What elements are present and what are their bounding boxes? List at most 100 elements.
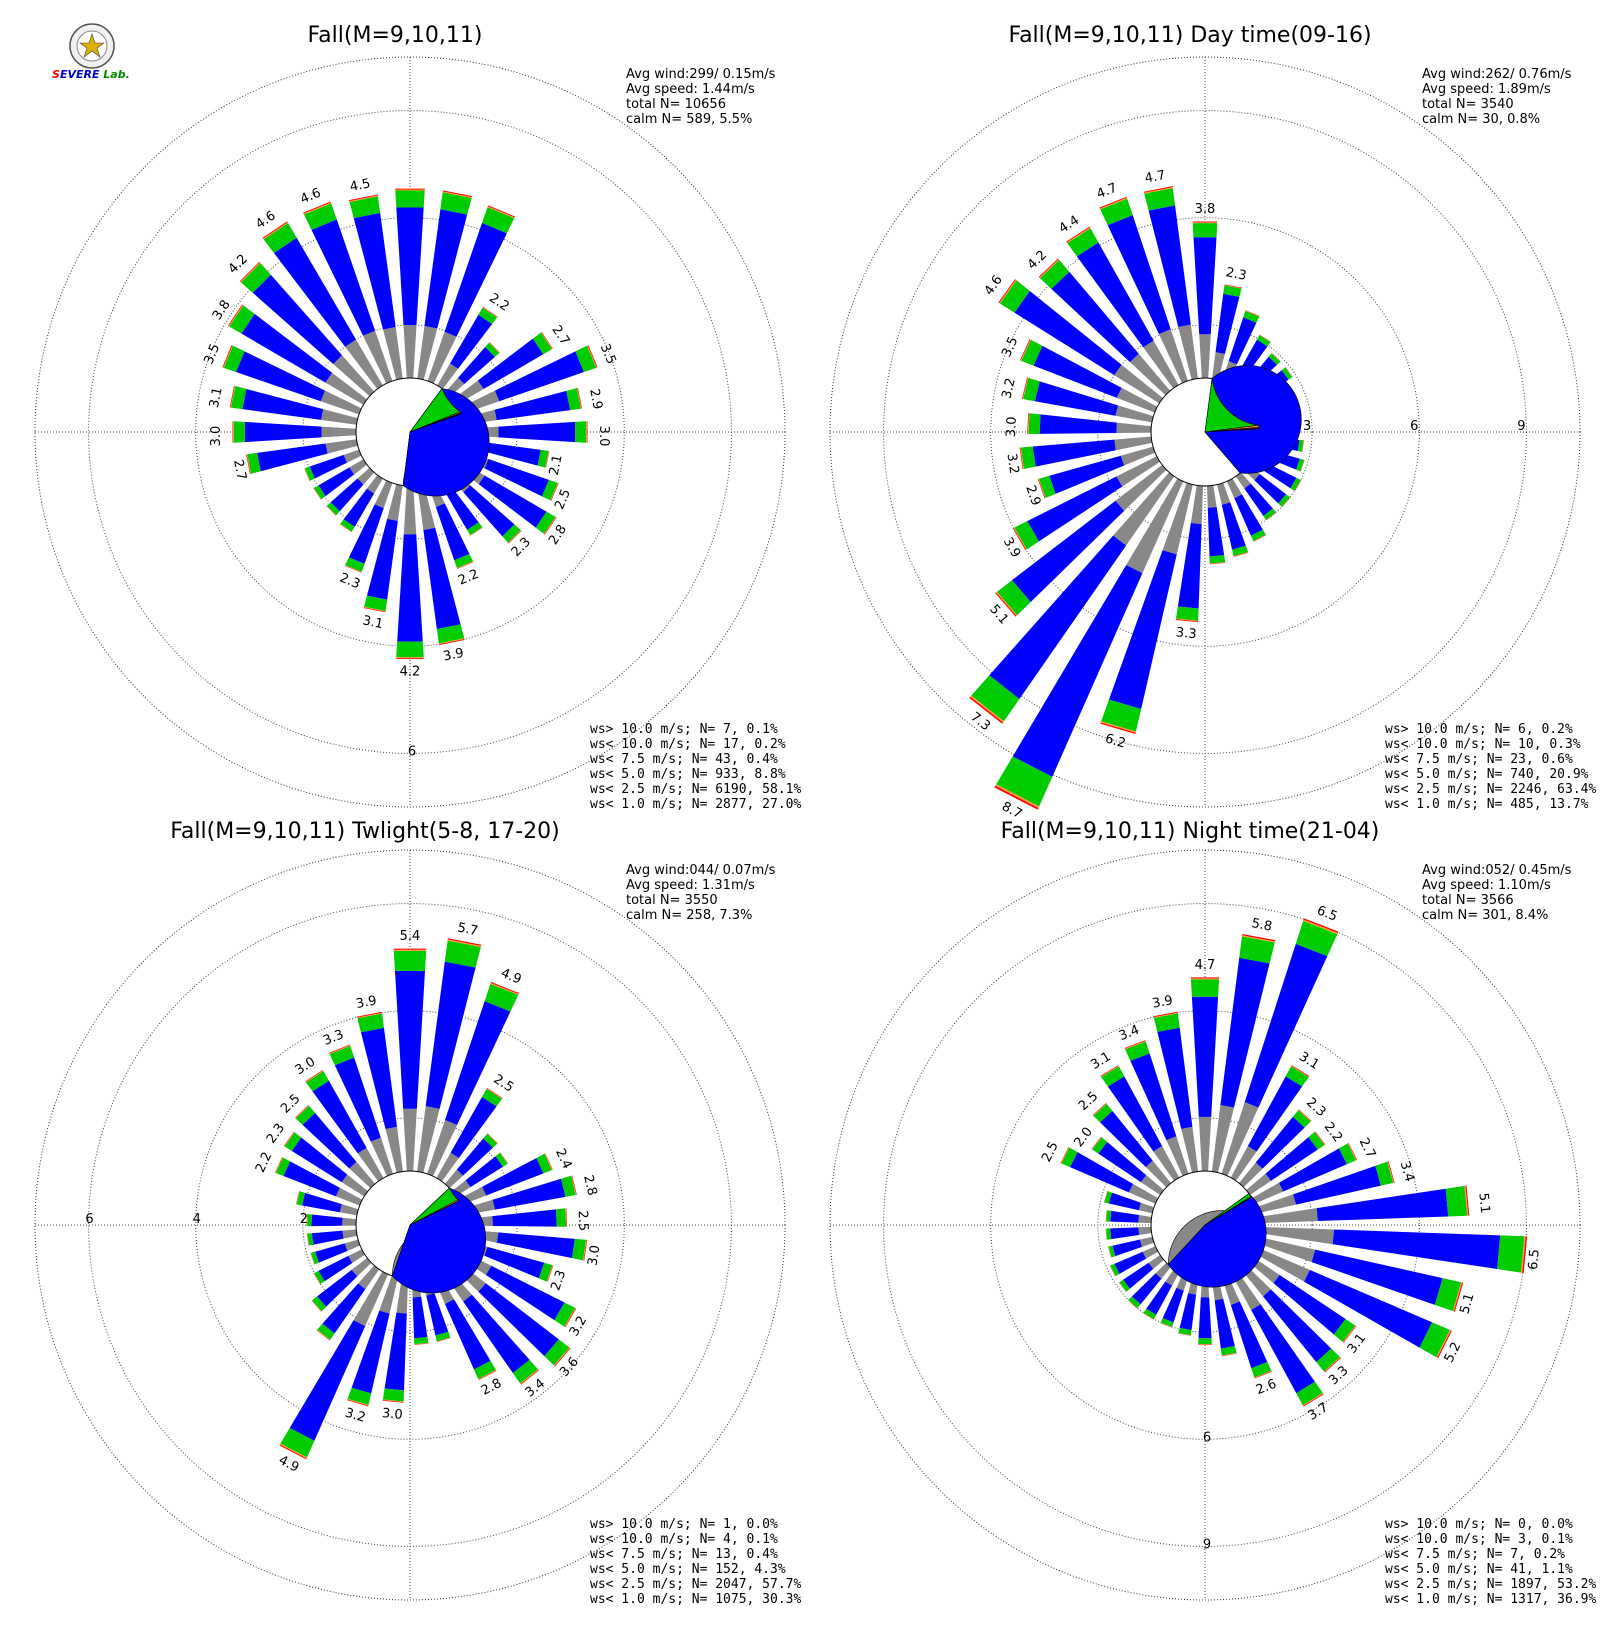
- bar-26-seg-2: [223, 345, 245, 373]
- bar-22-seg-4: [313, 1273, 321, 1285]
- bar-9-seg-1: [496, 1232, 575, 1259]
- bar-6-seg-2: [536, 1153, 552, 1174]
- bar-label-24: 3.2: [1003, 452, 1021, 475]
- bar-26-seg-0: [1138, 1215, 1152, 1224]
- bar-23-seg-3: [1038, 478, 1046, 499]
- legend-entry-2: ws< 7.5 m/s; N= 13, 0.4%: [590, 1547, 778, 1562]
- pie-slice-blue: [1167, 1193, 1267, 1288]
- bar-21-seg-1: [1011, 500, 1125, 602]
- bar-21-seg-3: [313, 488, 322, 500]
- bar-24-seg-1: [1032, 439, 1116, 467]
- bar-8-seg-0: [1258, 1208, 1318, 1224]
- bar-27-seg-0: [335, 1187, 363, 1206]
- bar-21-seg-2: [996, 580, 1031, 616]
- bar-23-seg-1: [1049, 455, 1125, 494]
- bar-4-seg-4: [487, 1133, 498, 1144]
- bar-11-seg-4: [1294, 480, 1302, 492]
- bar-label-8: 3.0: [596, 426, 611, 447]
- bar-13-seg-2: [1316, 1348, 1340, 1372]
- bar-12-seg-4: [1343, 1325, 1357, 1343]
- bar-27-seg-4: [1103, 1191, 1108, 1203]
- bar-17-seg-2: [1175, 606, 1199, 621]
- bar-20-seg-1: [322, 1283, 366, 1334]
- bar-5-seg-3: [1285, 367, 1293, 378]
- bar-18-seg-1: [1179, 1293, 1197, 1331]
- bar-15-seg-1: [1221, 502, 1246, 550]
- bar-31-seg-3: [349, 195, 378, 202]
- bar-25-seg-4: [1027, 413, 1029, 435]
- bar-2-seg-3: [490, 982, 519, 995]
- bar-19-seg-0: [353, 1271, 389, 1327]
- bar-17-seg-4: [1175, 619, 1199, 623]
- bar-label-0: 3.8: [1195, 202, 1216, 217]
- bar-label-17: 3.0: [381, 1406, 403, 1423]
- bar-1-seg-0: [1212, 352, 1225, 380]
- bar-30-seg-2: [1093, 1103, 1113, 1123]
- bar-label-6: 2.4: [552, 1146, 574, 1171]
- bar-27-seg-4: [227, 304, 243, 327]
- bar-9-seg-3: [1301, 440, 1304, 452]
- bar-0-seg-4: [1190, 977, 1220, 979]
- bar-10-seg-2: [1434, 1278, 1462, 1312]
- bar-25-seg-4: [229, 385, 235, 408]
- bar-32-seg-1: [1130, 1053, 1177, 1141]
- bar-23-seg-4: [246, 454, 251, 475]
- bar-3-seg-4: [1259, 334, 1271, 342]
- bar-24-seg-1: [311, 1230, 344, 1245]
- bar-22-seg-1: [1027, 476, 1123, 542]
- bar-5-seg-1: [465, 1156, 503, 1188]
- bar-28-seg-2: [284, 1132, 302, 1151]
- bar-26-seg-0: [339, 1204, 359, 1216]
- bar-3-seg-1: [450, 1096, 497, 1159]
- bar-17-seg-2: [382, 1388, 405, 1402]
- bar-21-seg-0: [1115, 464, 1167, 511]
- bar-19-seg-4: [339, 524, 352, 533]
- bar-32-seg-2: [1144, 188, 1176, 211]
- bar-25-seg-0: [320, 409, 358, 425]
- bar-label-16: 4.2: [400, 664, 421, 679]
- stat-line-1: Avg speed: 1.10m/s: [1422, 878, 1551, 893]
- bar-31-seg-1: [353, 212, 396, 330]
- bar-16-seg-3: [1209, 562, 1226, 564]
- bar-18-seg-3: [347, 1398, 369, 1406]
- ring-6: [990, 1010, 1420, 1440]
- bar-29-seg-0: [1140, 1175, 1164, 1195]
- bar-19-seg-2: [1160, 1318, 1174, 1327]
- stat-line-0: Avg wind:262/ 0.76m/s: [1422, 67, 1572, 82]
- legend-entry-0: ws> 10.0 m/s; N= 6, 0.2%: [1385, 722, 1573, 737]
- bar-14-seg-2: [1296, 1381, 1323, 1406]
- bar-1-seg-1: [425, 961, 476, 1109]
- bar-11-seg-1: [1304, 1269, 1433, 1348]
- legend-entry-2: ws< 7.5 m/s; N= 7, 0.2%: [1385, 1547, 1565, 1562]
- bar-2-seg-3: [1303, 919, 1338, 935]
- bar-20-seg-1: [989, 535, 1127, 699]
- bar-11-seg-3: [1294, 479, 1302, 492]
- bar-9-seg-1: [485, 442, 541, 466]
- bar-12-seg-4: [554, 1347, 571, 1367]
- bar-13-seg-4: [520, 1369, 539, 1385]
- bar-22-seg-2: [1014, 521, 1039, 550]
- bar-9-seg-4: [545, 450, 550, 468]
- legend-entry-0: ws> 10.0 m/s; N= 0, 0.0%: [1385, 1517, 1573, 1532]
- bar-22-seg-1: [309, 454, 347, 479]
- bar-11-seg-2: [1290, 477, 1301, 491]
- bar-11-seg-1: [1262, 462, 1297, 489]
- stat-line-3: calm N= 589, 5.5%: [626, 112, 752, 127]
- bar-15-seg-4: [1233, 552, 1249, 558]
- bar-31-seg-1: [1107, 1076, 1163, 1152]
- bar-29-seg-1: [273, 237, 356, 347]
- bar-31-seg-1: [334, 1057, 381, 1142]
- bar-31-seg-2: [1100, 198, 1133, 226]
- bar-6-seg-2: [575, 345, 597, 373]
- bar-7-seg-4: [1387, 1161, 1395, 1183]
- bar-20-seg-2: [326, 502, 340, 516]
- bar-15-seg-3: [1233, 552, 1249, 557]
- bar-1-seg-4: [442, 190, 473, 198]
- bar-label-30: 4.4: [1056, 213, 1082, 237]
- bar-6-seg-1: [494, 351, 584, 402]
- bar-label-17: 3.3: [1175, 625, 1197, 642]
- bar-4-seg-3: [1298, 1109, 1312, 1122]
- wind-rose-panel-4: 3694.75.86.53.12.32.22.73.45.16.55.15.23…: [829, 819, 1596, 1607]
- bar-3-seg-1: [1247, 1076, 1303, 1152]
- bar-9-seg-3: [582, 1239, 587, 1261]
